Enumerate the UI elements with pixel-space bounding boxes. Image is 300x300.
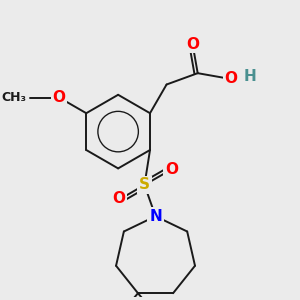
Text: O: O [225,71,238,86]
Text: O: O [112,191,125,206]
Text: CH₃: CH₃ [1,91,26,104]
Text: O: O [165,162,178,177]
Text: S: S [139,178,150,193]
Text: N: N [149,209,162,224]
Text: H: H [244,69,256,84]
Text: O: O [53,90,66,105]
Text: O: O [186,37,200,52]
